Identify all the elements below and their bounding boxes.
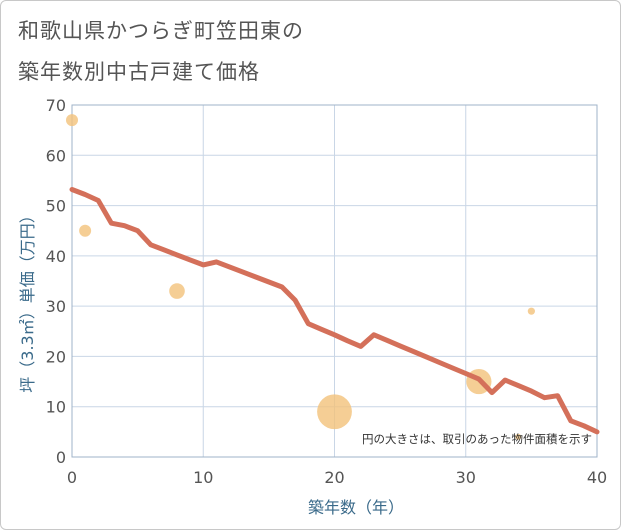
x-tick-label: 0 — [67, 468, 77, 487]
y-tick-label: 0 — [56, 448, 66, 467]
scatter-point — [527, 307, 535, 315]
grid — [71, 104, 598, 458]
y-tick-label: 50 — [46, 197, 66, 216]
y-tick-label: 70 — [46, 96, 66, 115]
scatter-point — [317, 394, 352, 430]
y-axis-label: 坪（3.3㎡）単価（万円） — [18, 207, 37, 392]
plot-border — [71, 104, 598, 458]
scatter-point — [169, 283, 185, 299]
size-note: 円の大きさは、取引のあった物件面積を示す — [362, 432, 592, 446]
y-tick-label: 30 — [46, 297, 66, 316]
x-axis-label: 築年数（年） — [308, 498, 404, 517]
scatter-point — [66, 114, 78, 127]
x-tick-label: 20 — [324, 468, 344, 487]
x-tick-label: 40 — [587, 468, 607, 487]
x-tick-labels: 0 10 20 30 40 — [67, 468, 607, 487]
chart-title-line2: 築年数別中古戸建て価格 — [18, 60, 260, 84]
scatter-point — [79, 224, 92, 237]
trend-line — [69, 187, 600, 435]
y-tick-label: 40 — [46, 247, 66, 266]
chart-title-line1: 和歌山県かつらぎ町笠田東の — [18, 19, 304, 43]
y-tick-label: 20 — [46, 347, 66, 366]
y-tick-label: 10 — [46, 398, 66, 417]
y-tick-label: 60 — [46, 146, 66, 165]
x-tick-label: 10 — [193, 468, 213, 487]
scatter-points — [66, 114, 535, 440]
scatter-point — [515, 433, 522, 440]
y-tick-labels: 0 10 20 30 40 50 60 70 — [46, 96, 66, 467]
x-tick-label: 30 — [456, 468, 476, 487]
